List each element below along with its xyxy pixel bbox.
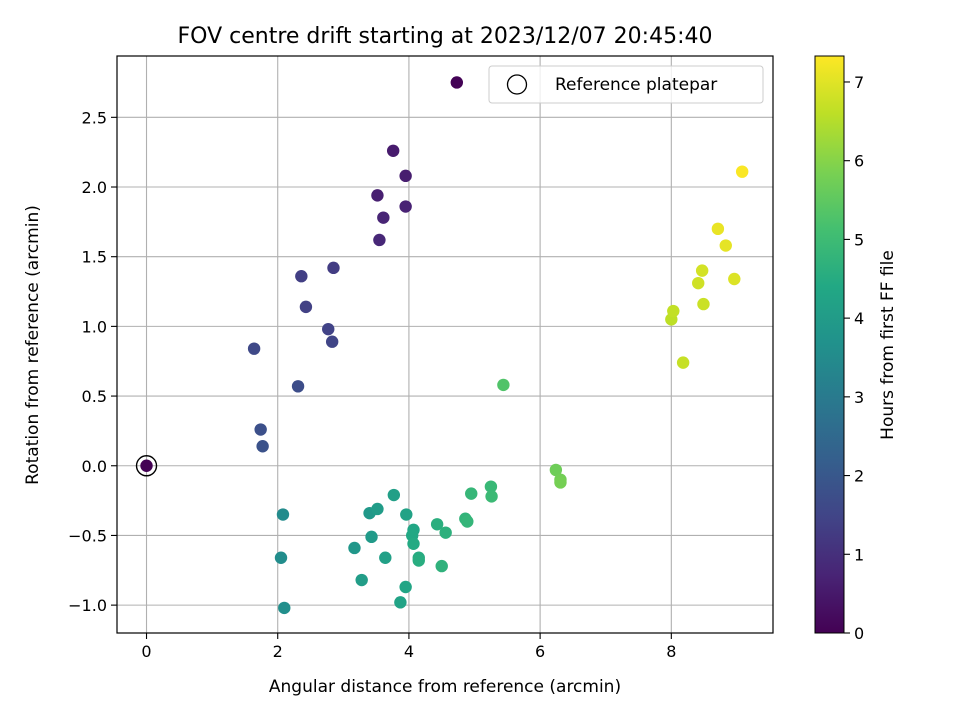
data-point — [140, 459, 153, 472]
legend: Reference platepar — [488, 65, 764, 104]
data-point — [439, 526, 452, 539]
x-tick-label: 4 — [404, 642, 414, 661]
colorbar-tick-label: 1 — [854, 545, 864, 564]
y-tick-label: 0.5 — [82, 387, 107, 406]
colorbar-gradient — [814, 55, 845, 634]
data-point — [554, 476, 567, 489]
grid — [117, 56, 773, 633]
x-tick-label: 0 — [141, 642, 151, 661]
data-point — [247, 342, 261, 355]
colorbar-tick-label: 4 — [854, 309, 864, 328]
y-tick-label: 1.0 — [82, 317, 107, 336]
data-points — [135, 76, 749, 615]
plot-frame — [116, 55, 774, 634]
colorbar: 0 1 2 3 4 5 6 7 Hours from first FF file — [814, 55, 898, 643]
colorbar-tick-label: 7 — [854, 73, 864, 92]
x-axis-label: Angular distance from reference (arcmin) — [269, 677, 621, 697]
data-point — [327, 261, 340, 275]
x-tick-label: 2 — [273, 642, 283, 661]
data-point — [322, 322, 335, 336]
data-point — [387, 488, 401, 502]
data-point — [371, 502, 384, 516]
colorbar-ticks: 0 1 2 3 4 5 6 7 — [844, 73, 864, 643]
colorbar-tick-label: 5 — [854, 230, 864, 249]
y-tick-label: 1.5 — [82, 248, 107, 267]
data-point — [386, 144, 400, 157]
data-point — [399, 580, 412, 594]
data-point — [497, 378, 510, 392]
data-point — [399, 169, 412, 183]
data-point — [377, 211, 390, 224]
data-point — [412, 554, 425, 567]
data-point — [295, 270, 308, 283]
data-point — [735, 165, 749, 178]
data-point — [697, 297, 710, 311]
data-point — [355, 573, 368, 587]
y-tick-label: −1.0 — [68, 596, 107, 615]
data-point — [254, 423, 267, 436]
data-point — [399, 200, 412, 213]
x-tick-label: 6 — [535, 642, 545, 661]
data-point — [256, 440, 269, 453]
colorbar-tick-label: 3 — [854, 388, 864, 407]
data-point — [484, 480, 498, 493]
data-point — [299, 300, 313, 314]
legend-label: Reference platepar — [555, 75, 717, 95]
data-point — [379, 551, 392, 564]
data-point — [435, 559, 448, 573]
data-point — [348, 541, 361, 555]
colorbar-tick-label: 2 — [854, 467, 864, 486]
data-point — [365, 530, 378, 544]
data-point — [465, 487, 478, 500]
data-point — [549, 463, 563, 477]
x-ticks: 0 2 4 6 8 — [141, 633, 676, 661]
y-axis-label: Rotation from reference (arcmin) — [23, 205, 43, 485]
data-point — [400, 508, 413, 521]
x-tick-label: 8 — [666, 642, 676, 661]
y-tick-label: 2.0 — [82, 178, 107, 197]
reference-marker — [135, 455, 158, 477]
colorbar-tick-label: 0 — [854, 624, 864, 643]
y-tick-label: 0.0 — [82, 457, 107, 476]
data-point — [394, 596, 407, 609]
y-ticks: −1.0 −0.5 0.0 0.5 1.0 1.5 2.0 2.5 — [68, 108, 117, 615]
y-tick-label: 2.5 — [82, 108, 107, 127]
data-point — [676, 356, 690, 369]
data-point — [291, 380, 305, 393]
data-point — [325, 335, 339, 348]
data-point — [728, 272, 741, 286]
colorbar-tick-label: 6 — [854, 152, 864, 171]
data-point — [692, 276, 705, 290]
chart-title: FOV centre drift starting at 2023/12/07 … — [178, 24, 713, 49]
legend-marker — [506, 74, 528, 95]
data-point — [711, 222, 725, 236]
data-point — [667, 304, 680, 318]
data-point — [430, 518, 444, 531]
data-point — [719, 239, 732, 252]
data-point — [278, 601, 291, 615]
y-tick-label: −0.5 — [68, 526, 107, 545]
data-point — [695, 264, 709, 277]
data-point — [373, 233, 386, 247]
data-point — [461, 515, 474, 528]
colorbar-label: Hours from first FF file — [878, 250, 898, 440]
data-point — [371, 189, 384, 202]
data-point — [450, 76, 464, 89]
data-point — [274, 551, 288, 564]
data-point — [485, 490, 498, 503]
data-point — [276, 508, 290, 521]
data-point — [407, 537, 420, 551]
legend-box — [488, 65, 764, 104]
